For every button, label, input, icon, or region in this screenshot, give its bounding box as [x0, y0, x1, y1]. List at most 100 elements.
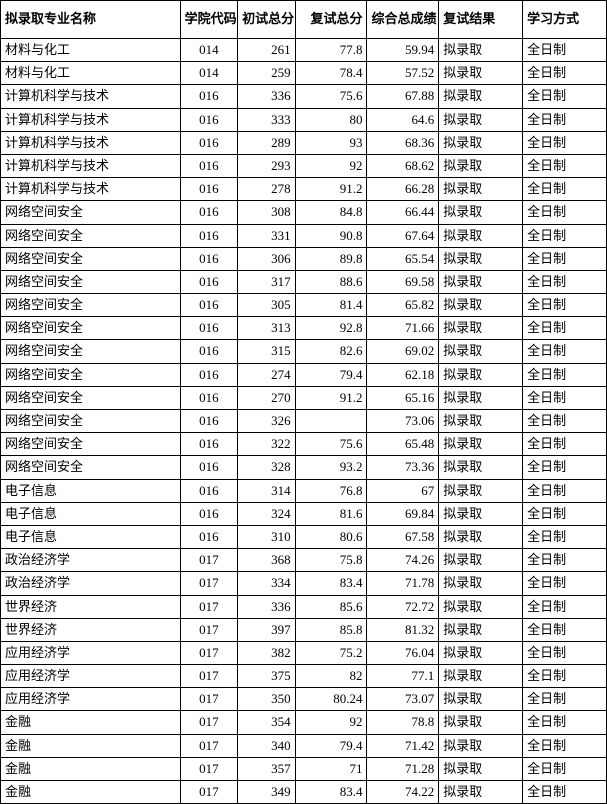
table-body: 材料与化工01426177.859.94拟录取全日制材料与化工01425978.…	[1, 39, 607, 804]
table-row: 网络空间安全01631392.871.66拟录取全日制	[1, 317, 607, 340]
cell-score1: 324	[238, 502, 295, 525]
cell-result: 拟录取	[439, 433, 523, 456]
cell-score3: 69.84	[367, 502, 439, 525]
cell-score2: 82	[295, 665, 367, 688]
cell-score3: 64.6	[367, 108, 439, 131]
cell-mode: 全日制	[523, 108, 607, 131]
table-row: 政治经济学01736875.874.26拟录取全日制	[1, 549, 607, 572]
cell-code: 017	[180, 641, 237, 664]
cell-score1: 315	[238, 340, 295, 363]
cell-code: 016	[180, 154, 237, 177]
cell-score1: 261	[238, 39, 295, 62]
cell-mode: 全日制	[523, 757, 607, 780]
cell-code: 017	[180, 665, 237, 688]
cell-score3: 68.62	[367, 154, 439, 177]
cell-score1: 308	[238, 201, 295, 224]
cell-major: 应用经济学	[1, 688, 181, 711]
cell-score1: 306	[238, 247, 295, 270]
cell-score2: 75.2	[295, 641, 367, 664]
cell-score3: 69.58	[367, 270, 439, 293]
cell-score2: 91.2	[295, 386, 367, 409]
cell-major: 材料与化工	[1, 62, 181, 85]
cell-score3: 66.28	[367, 178, 439, 201]
cell-code: 017	[180, 688, 237, 711]
cell-mode: 全日制	[523, 665, 607, 688]
cell-result: 拟录取	[439, 201, 523, 224]
cell-score2: 89.8	[295, 247, 367, 270]
cell-score1: 322	[238, 433, 295, 456]
cell-code: 016	[180, 456, 237, 479]
cell-code: 016	[180, 502, 237, 525]
cell-major: 计算机科学与技术	[1, 85, 181, 108]
cell-result: 拟录取	[439, 85, 523, 108]
cell-major: 网络空间安全	[1, 433, 181, 456]
cell-mode: 全日制	[523, 363, 607, 386]
cell-mode: 全日制	[523, 734, 607, 757]
cell-score2: 79.4	[295, 363, 367, 386]
cell-major: 政治经济学	[1, 549, 181, 572]
cell-major: 电子信息	[1, 502, 181, 525]
cell-score3: 71.66	[367, 317, 439, 340]
cell-score1: 314	[238, 479, 295, 502]
cell-major: 应用经济学	[1, 665, 181, 688]
cell-score2: 81.6	[295, 502, 367, 525]
cell-result: 拟录取	[439, 757, 523, 780]
table-row: 电子信息01632481.669.84拟录取全日制	[1, 502, 607, 525]
cell-score1: 259	[238, 62, 295, 85]
cell-score2: 80	[295, 108, 367, 131]
table-row: 网络空间安全01632275.665.48拟录取全日制	[1, 433, 607, 456]
cell-result: 拟录取	[439, 247, 523, 270]
cell-score1: 349	[238, 781, 295, 804]
cell-code: 017	[180, 549, 237, 572]
table-row: 网络空间安全01632673.06拟录取全日制	[1, 410, 607, 433]
table-row: 网络空间安全01627091.265.16拟录取全日制	[1, 386, 607, 409]
cell-code: 014	[180, 39, 237, 62]
cell-major: 材料与化工	[1, 39, 181, 62]
table-row: 金融01734079.471.42拟录取全日制	[1, 734, 607, 757]
cell-score3: 74.22	[367, 781, 439, 804]
table-row: 计算机科学与技术01633675.667.88拟录取全日制	[1, 85, 607, 108]
cell-score1: 357	[238, 757, 295, 780]
cell-result: 拟录取	[439, 595, 523, 618]
cell-score3: 68.36	[367, 131, 439, 154]
cell-result: 拟录取	[439, 340, 523, 363]
cell-score3: 62.18	[367, 363, 439, 386]
cell-score3: 71.28	[367, 757, 439, 780]
cell-score2: 88.6	[295, 270, 367, 293]
cell-code: 016	[180, 108, 237, 131]
cell-score2: 83.4	[295, 781, 367, 804]
cell-mode: 全日制	[523, 525, 607, 548]
cell-score2: 80.6	[295, 525, 367, 548]
cell-major: 网络空间安全	[1, 456, 181, 479]
cell-score1: 350	[238, 688, 295, 711]
header-major: 拟录取专业名称	[1, 1, 181, 39]
cell-code: 016	[180, 317, 237, 340]
cell-major: 网络空间安全	[1, 270, 181, 293]
cell-code: 017	[180, 595, 237, 618]
cell-score1: 328	[238, 456, 295, 479]
cell-major: 网络空间安全	[1, 410, 181, 433]
cell-code: 016	[180, 479, 237, 502]
cell-score3: 71.78	[367, 572, 439, 595]
cell-major: 网络空间安全	[1, 224, 181, 247]
cell-score2: 84.8	[295, 201, 367, 224]
cell-score1: 340	[238, 734, 295, 757]
cell-major: 计算机科学与技术	[1, 154, 181, 177]
cell-score3: 65.16	[367, 386, 439, 409]
table-row: 网络空间安全01627479.462.18拟录取全日制	[1, 363, 607, 386]
cell-result: 拟录取	[439, 711, 523, 734]
cell-result: 拟录取	[439, 734, 523, 757]
cell-mode: 全日制	[523, 62, 607, 85]
cell-major: 金融	[1, 781, 181, 804]
header-result: 复试结果	[439, 1, 523, 39]
table-row: 金融0173577171.28拟录取全日制	[1, 757, 607, 780]
cell-score2: 85.6	[295, 595, 367, 618]
cell-score3: 73.07	[367, 688, 439, 711]
cell-score3: 66.44	[367, 201, 439, 224]
cell-result: 拟录取	[439, 479, 523, 502]
cell-result: 拟录取	[439, 224, 523, 247]
table-row: 应用经济学01738275.276.04拟录取全日制	[1, 641, 607, 664]
cell-code: 014	[180, 62, 237, 85]
cell-score3: 71.42	[367, 734, 439, 757]
table-row: 网络空间安全01631582.669.02拟录取全日制	[1, 340, 607, 363]
